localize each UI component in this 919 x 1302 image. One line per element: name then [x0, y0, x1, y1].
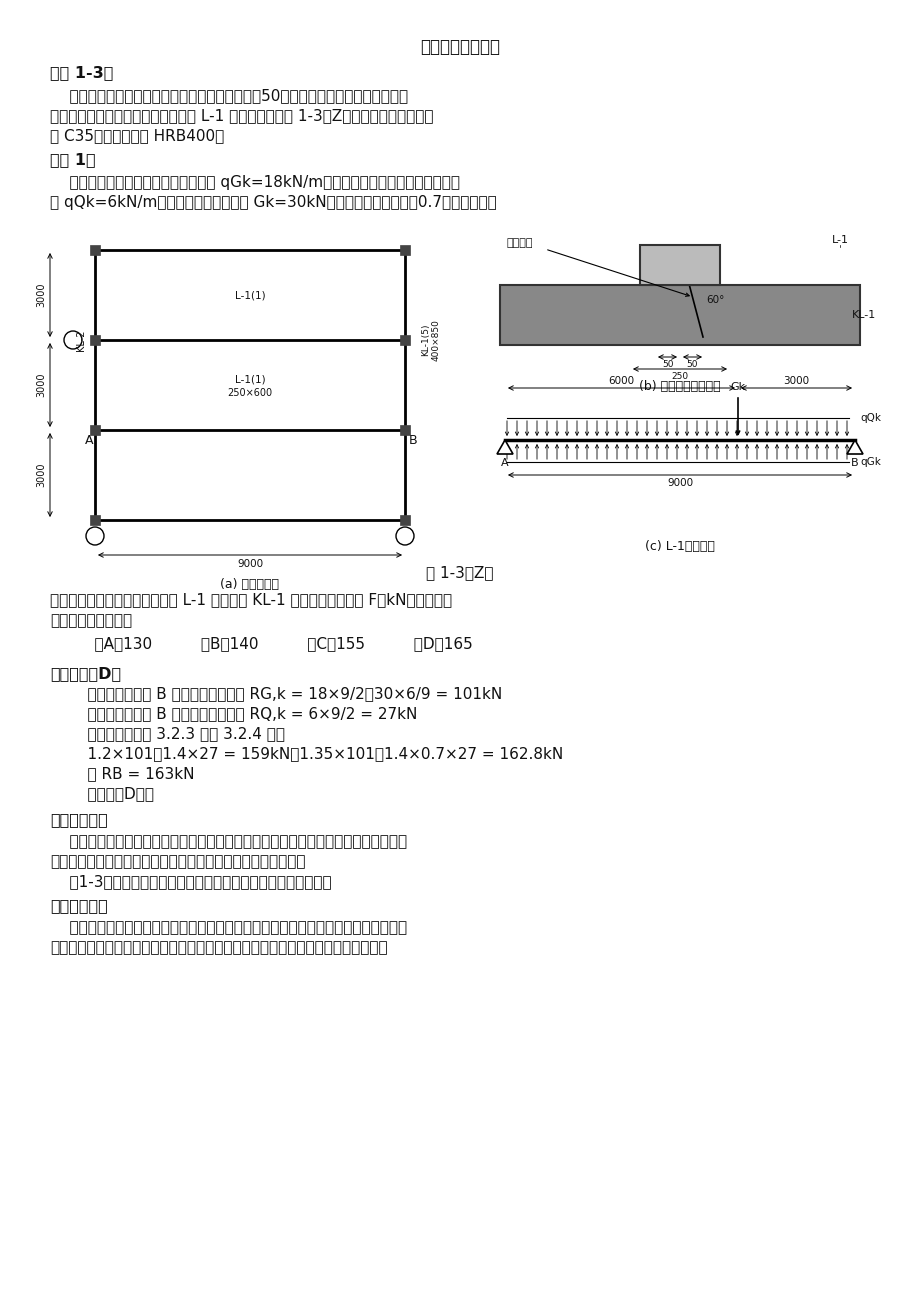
- Text: 3000: 3000: [36, 372, 46, 397]
- Text: (a) 局部平面图: (a) 局部平面图: [221, 578, 279, 591]
- Text: 400×850: 400×850: [432, 319, 440, 361]
- Text: 3000: 3000: [36, 283, 46, 307]
- Polygon shape: [496, 440, 513, 454]
- Text: 9000: 9000: [666, 478, 692, 488]
- Text: KL-2: KL-2: [76, 329, 85, 350]
- Polygon shape: [846, 440, 862, 454]
- Text: 可变荷载对支座 B 的支座反力标准值 RQ,k = 6×9/2 = 27kN: 可变荷载对支座 B 的支座反力标准值 RQ,k = 6×9/2 = 27kN: [68, 706, 417, 721]
- Text: B: B: [850, 458, 857, 467]
- Text: 【题 1-3】: 【题 1-3】: [50, 65, 113, 79]
- Text: (b) 主次梁节点示意图: (b) 主次梁节点示意图: [639, 380, 720, 393]
- Text: 因此选（D）。: 因此选（D）。: [68, 786, 153, 801]
- Text: B: B: [409, 434, 417, 447]
- Text: 考虑楼面活载折减系数时，次梁 L-1 传给主梁 KL-1 的集中荷载设计值 F（kN），与下列: 考虑楼面活载折减系数时，次梁 L-1 传给主梁 KL-1 的集中荷载设计值 F（…: [50, 592, 451, 607]
- Text: 解答本题时，应先求出各种荷载作用下的支座反力标准值，尔后进行荷载效应组合并: 解答本题时，应先求出各种荷载作用下的支座反力标准值，尔后进行荷载效应组合并: [50, 921, 407, 935]
- Text: qGk: qGk: [859, 457, 879, 467]
- Text: A: A: [85, 434, 93, 447]
- Circle shape: [395, 527, 414, 546]
- Text: 值 qQk=6kN/m，永久集中荷载标准值 Gk=30kN，可变荷载组合值系数0.7。试问，当不: 值 qQk=6kN/m，永久集中荷载标准值 Gk=30kN，可变荷载组合值系数0…: [50, 195, 496, 210]
- Circle shape: [85, 527, 104, 546]
- Text: L-1(1): L-1(1): [234, 374, 265, 384]
- Text: 【题 1】: 【题 1】: [50, 152, 96, 167]
- Text: 【答案】（D）: 【答案】（D）: [50, 667, 121, 681]
- FancyBboxPatch shape: [400, 424, 410, 435]
- Text: 假定，次梁上的永久均布荷载标准值 qGk=18kN/m（包括自重），可变均布荷载标准: 假定，次梁上的永久均布荷载标准值 qGk=18kN/m（包括自重），可变均布荷载…: [50, 174, 460, 190]
- Text: 【解题分析】: 【解题分析】: [50, 898, 108, 913]
- Text: （A）130          （B）140          （C）155          （D）165: （A）130 （B）140 （C）155 （D）165: [75, 635, 472, 651]
- Text: 选出起控制作用的那种组合（也就是对各荷载效应组合值进行比较，取最不利值）。: 选出起控制作用的那种组合（也就是对各荷载效应组合值进行比较，取最不利值）。: [50, 940, 387, 954]
- Text: L-1: L-1: [831, 234, 847, 245]
- Text: 取 RB = 163kN: 取 RB = 163kN: [68, 766, 194, 781]
- FancyBboxPatch shape: [90, 335, 100, 345]
- Text: 何项数值最为接近？: 何项数值最为接近？: [50, 613, 132, 628]
- Text: 永久荷载对支座 B 的支座反力标准值 RG,k = 18×9/2＋30×6/9 = 101kN: 永久荷载对支座 B 的支座反力标准值 RG,k = 18×9/2＋30×6/9 …: [68, 686, 502, 700]
- FancyBboxPatch shape: [400, 245, 410, 255]
- Text: 250×600: 250×600: [227, 388, 272, 398]
- FancyBboxPatch shape: [400, 516, 410, 525]
- Text: 50: 50: [662, 359, 673, 368]
- Text: qQk: qQk: [859, 413, 880, 423]
- Text: KL-1: KL-1: [851, 310, 875, 320]
- Text: 某办公楼为现浇混凝土框架结构，设计使用年限50年，安全等级为二级。其二层局: 某办公楼为现浇混凝土框架结构，设计使用年限50年，安全等级为二级。其二层局: [50, 89, 408, 103]
- Text: 3000: 3000: [782, 376, 808, 385]
- Text: （力及力偶平衡）: （力及力偶平衡）: [420, 38, 499, 56]
- Text: 级 C35，钢筋均采用 HRB400。: 级 C35，钢筋均采用 HRB400。: [50, 128, 224, 143]
- Text: 能。本题主要考查简单构件的内力计算和荷载效应的基本组合。: 能。本题主要考查简单构件的内力计算和荷载效应的基本组合。: [50, 854, 305, 868]
- Text: (c) L-1计算简图: (c) L-1计算简图: [644, 540, 714, 553]
- Text: 【命题思路】: 【命题思路】: [50, 812, 108, 827]
- FancyBboxPatch shape: [90, 424, 100, 435]
- Circle shape: [64, 331, 82, 349]
- Text: 50: 50: [686, 359, 697, 368]
- Text: Gk: Gk: [730, 381, 744, 392]
- Text: 250: 250: [671, 372, 687, 381]
- Text: 根据《荷规》第 3.2.3 条及 3.2.4 条，: 根据《荷规》第 3.2.3 条及 3.2.4 条，: [68, 727, 285, 741]
- Text: 6000: 6000: [607, 376, 633, 385]
- FancyBboxPatch shape: [90, 245, 100, 255]
- Text: 目前电算虽已普及，但是求解简单静定结构的内力仍是结构工程师必须掌握的基本技: 目前电算虽已普及，但是求解简单静定结构的内力仍是结构工程师必须掌握的基本技: [50, 835, 407, 849]
- Text: 9000: 9000: [237, 559, 263, 569]
- Text: KL-1(5): KL-1(5): [421, 324, 429, 357]
- Text: 3000: 3000: [36, 462, 46, 487]
- Text: 部平面图、主次梁节点示意图和次梁 L-1 的计算简图如图 1-3（Z）所示，混凝土强度等: 部平面图、主次梁节点示意图和次梁 L-1 的计算简图如图 1-3（Z）所示，混凝…: [50, 108, 433, 122]
- Text: 附加箍筋: 附加箍筋: [506, 238, 533, 247]
- FancyBboxPatch shape: [400, 335, 410, 345]
- Text: 题1-3是连题，属于混凝土结构设计中的基本知识，较为简单。: 题1-3是连题，属于混凝土结构设计中的基本知识，较为简单。: [50, 874, 331, 889]
- FancyBboxPatch shape: [499, 285, 859, 345]
- Text: 60°: 60°: [705, 296, 723, 305]
- FancyBboxPatch shape: [640, 245, 720, 285]
- Text: 图 1-3（Z）: 图 1-3（Z）: [425, 565, 494, 579]
- Text: 1.2×101＋1.4×27 = 159kN＜1.35×101＋1.4×0.7×27 = 162.8kN: 1.2×101＋1.4×27 = 159kN＜1.35×101＋1.4×0.7×…: [68, 746, 562, 760]
- Text: A: A: [501, 458, 508, 467]
- Text: L-1(1): L-1(1): [234, 290, 265, 299]
- FancyBboxPatch shape: [90, 516, 100, 525]
